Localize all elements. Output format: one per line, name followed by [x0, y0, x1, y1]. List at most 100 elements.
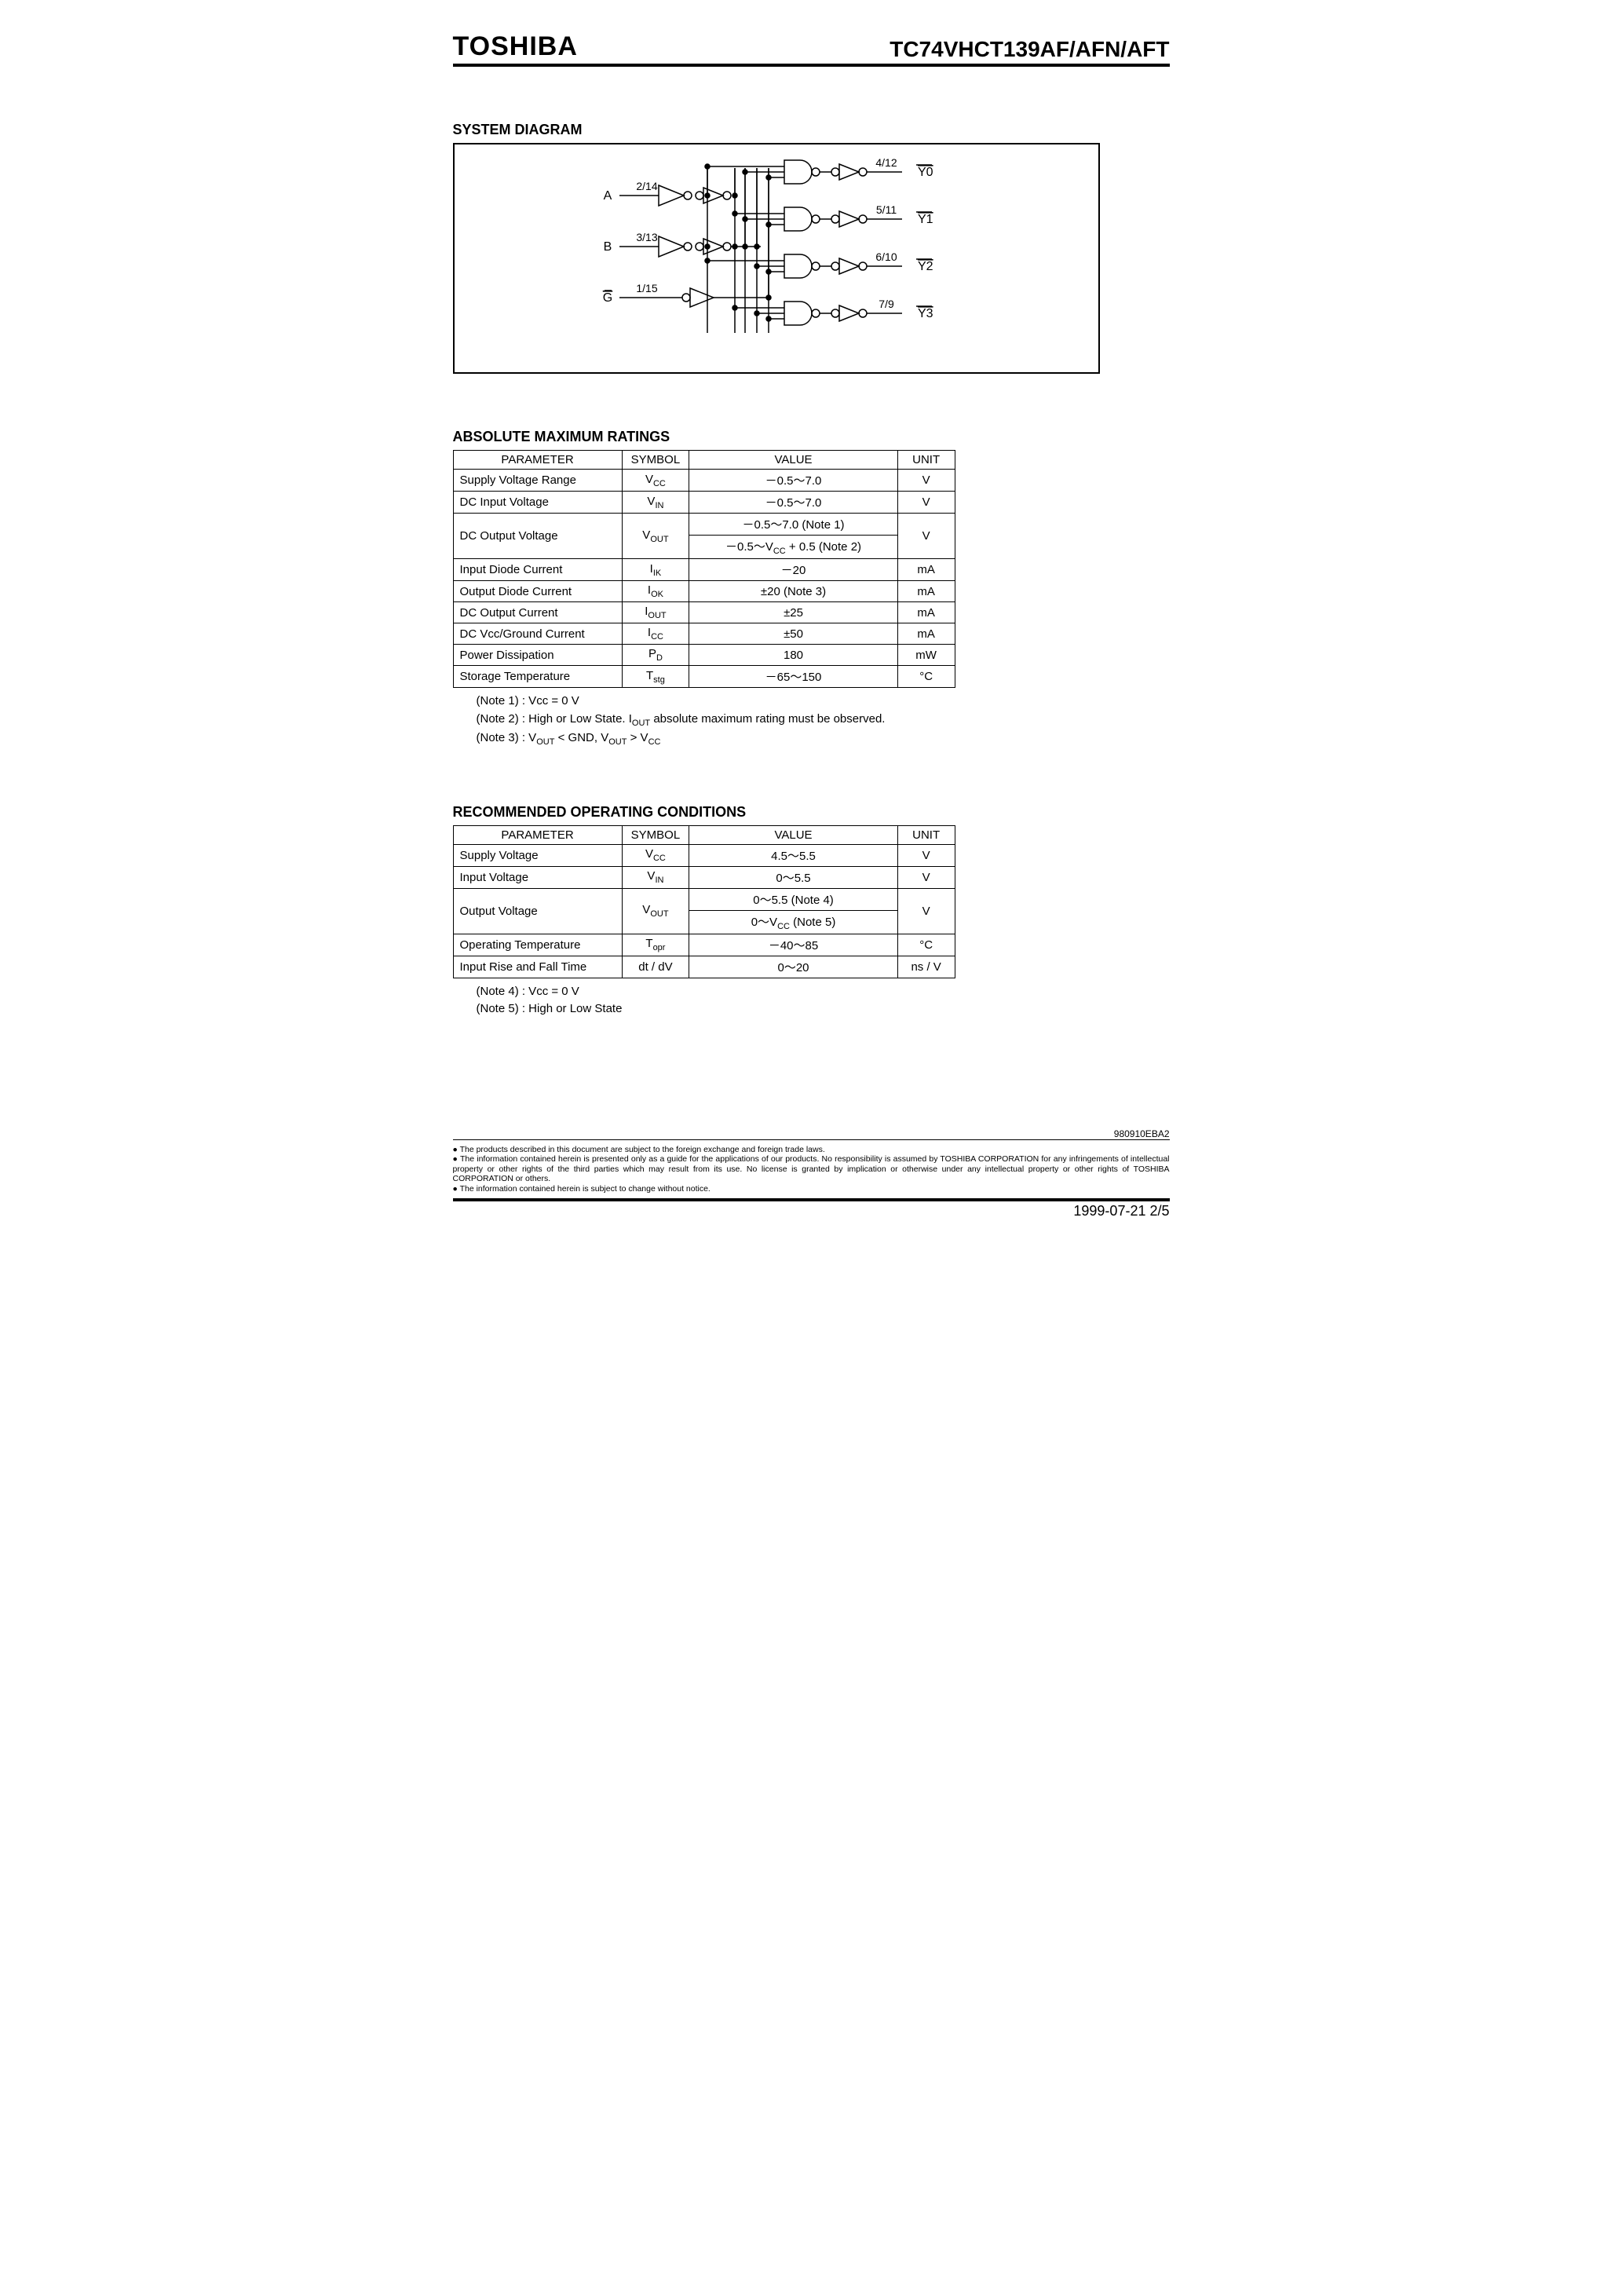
symbol-cell: VOUT: [622, 514, 689, 559]
svg-text:1/15: 1/15: [636, 282, 657, 294]
svg-text:2/14: 2/14: [636, 180, 657, 192]
param-cell: Input Rise and Fall Time: [453, 956, 622, 978]
symbol-cell: Tstg: [622, 666, 689, 688]
svg-text:Y1: Y1: [918, 213, 933, 226]
param-cell: Storage Temperature: [453, 666, 622, 688]
rec-op-title: RECOMMENDED OPERATING CONDITIONS: [453, 804, 1170, 821]
svg-text:3/13: 3/13: [636, 231, 657, 243]
system-diagram-title: SYSTEM DIAGRAM: [453, 122, 1170, 138]
table-row: Output VoltageVOUT0～5.5 (Note 4)V: [453, 888, 955, 910]
table-row: Supply Voltage RangeVCC－0.5～7.0V: [453, 470, 955, 492]
symbol-cell: IOUT: [622, 602, 689, 623]
value-cell: －65～150: [689, 666, 897, 688]
value-cell: －0.5～7.0: [689, 470, 897, 492]
symbol-cell: VCC: [622, 844, 689, 866]
param-cell: Supply Voltage: [453, 844, 622, 866]
table-row: Input Rise and Fall Timedt / dV0～20ns / …: [453, 956, 955, 978]
unit-cell: V: [897, 844, 955, 866]
svg-text:6/10: 6/10: [875, 250, 897, 263]
symbol-cell: VOUT: [622, 888, 689, 934]
param-cell: Input Voltage: [453, 866, 622, 888]
value-cell: ±20 (Note 3): [689, 581, 897, 602]
unit-cell: ns / V: [897, 956, 955, 978]
value-cell: 0～5.5 (Note 4): [689, 888, 897, 910]
value-cell: －40～85: [689, 934, 897, 956]
param-cell: Supply Voltage Range: [453, 470, 622, 492]
table-row: DC Output VoltageVOUT－0.5～7.0 (Note 1)V: [453, 514, 955, 536]
header-parameter: PARAMETER: [453, 825, 622, 844]
symbol-cell: Topr: [622, 934, 689, 956]
svg-text:5/11: 5/11: [875, 203, 896, 216]
abs-max-notes: (Note 1) : Vcc = 0 V(Note 2) : High or L…: [477, 693, 1170, 749]
symbol-cell: VCC: [622, 470, 689, 492]
svg-text:7/9: 7/9: [879, 298, 894, 310]
abs-max-title: ABSOLUTE MAXIMUM RATINGS: [453, 429, 1170, 445]
header-unit: UNIT: [897, 825, 955, 844]
table-row: Supply VoltageVCC4.5～5.5V: [453, 844, 955, 866]
value-cell: 0～20: [689, 956, 897, 978]
table-row: DC Input VoltageVIN－0.5～7.0V: [453, 492, 955, 514]
param-cell: DC Output Current: [453, 602, 622, 623]
param-cell: Operating Temperature: [453, 934, 622, 956]
svg-text:A: A: [603, 189, 612, 203]
param-cell: Output Diode Current: [453, 581, 622, 602]
unit-cell: mW: [897, 645, 955, 666]
unit-cell: V: [897, 492, 955, 514]
table-row: DC Output CurrentIOUT±25mA: [453, 602, 955, 623]
unit-cell: mA: [897, 581, 955, 602]
unit-cell: mA: [897, 602, 955, 623]
doc-code: 980910EBA2: [453, 1128, 1170, 1139]
table-row: Power DissipationPD180mW: [453, 645, 955, 666]
value-cell: ±25: [689, 602, 897, 623]
table-row: Output Diode CurrentIOK±20 (Note 3)mA: [453, 581, 955, 602]
svg-text:Y2: Y2: [918, 260, 933, 273]
value-cell: －20: [689, 559, 897, 581]
unit-cell: V: [897, 866, 955, 888]
value-cell: 180: [689, 645, 897, 666]
disclaimer-item: The information contained herein is pres…: [453, 1154, 1170, 1184]
header: TOSHIBA TC74VHCT139AF/AFN/AFT: [453, 31, 1170, 67]
symbol-cell: IOK: [622, 581, 689, 602]
logic-diagram-svg: A 2/14 B 3/13: [455, 144, 1098, 372]
unit-cell: °C: [897, 934, 955, 956]
value-cell: －0.5～7.0 (Note 1): [689, 514, 897, 536]
part-number: TC74VHCT139AF/AFN/AFT: [890, 37, 1169, 62]
symbol-cell: VIN: [622, 492, 689, 514]
unit-cell: V: [897, 470, 955, 492]
param-cell: DC Input Voltage: [453, 492, 622, 514]
table-header-row: PARAMETER SYMBOL VALUE UNIT: [453, 451, 955, 470]
page-footer: 1999-07-21 2/5: [453, 1203, 1170, 1219]
table-row: DC Vcc/Ground CurrentICC±50mA: [453, 623, 955, 645]
header-symbol: SYMBOL: [622, 451, 689, 470]
system-diagram: A 2/14 B 3/13: [453, 143, 1100, 374]
value-cell: 4.5～5.5: [689, 844, 897, 866]
symbol-cell: VIN: [622, 866, 689, 888]
table-header-row: PARAMETER SYMBOL VALUE UNIT: [453, 825, 955, 844]
unit-cell: °C: [897, 666, 955, 688]
svg-text:4/12: 4/12: [875, 156, 897, 169]
table-row: Input VoltageVIN0～5.5V: [453, 866, 955, 888]
rec-op-notes: (Note 4) : Vcc = 0 V(Note 5) : High or L…: [477, 983, 1170, 1018]
svg-text:Y3: Y3: [918, 307, 933, 320]
unit-cell: mA: [897, 623, 955, 645]
header-value: VALUE: [689, 451, 897, 470]
table-row: Storage TemperatureTstg－65～150°C: [453, 666, 955, 688]
unit-cell: V: [897, 888, 955, 934]
disclaimer: The products described in this document …: [453, 1139, 1170, 1202]
disclaimer-item: The products described in this document …: [453, 1145, 1170, 1155]
header-parameter: PARAMETER: [453, 451, 622, 470]
param-cell: Input Diode Current: [453, 559, 622, 581]
header-unit: UNIT: [897, 451, 955, 470]
value-cell: ±50: [689, 623, 897, 645]
value-cell: －0.5～VCC + 0.5 (Note 2): [689, 536, 897, 559]
svg-text:B: B: [603, 240, 612, 254]
symbol-cell: PD: [622, 645, 689, 666]
header-value: VALUE: [689, 825, 897, 844]
rec-op-table: PARAMETER SYMBOL VALUE UNIT Supply Volta…: [453, 825, 955, 978]
param-cell: DC Vcc/Ground Current: [453, 623, 622, 645]
symbol-cell: ICC: [622, 623, 689, 645]
param-cell: Power Dissipation: [453, 645, 622, 666]
disclaimer-item: The information contained herein is subj…: [453, 1184, 1170, 1194]
brand-logo: TOSHIBA: [453, 31, 578, 62]
value-cell: －0.5～7.0: [689, 492, 897, 514]
